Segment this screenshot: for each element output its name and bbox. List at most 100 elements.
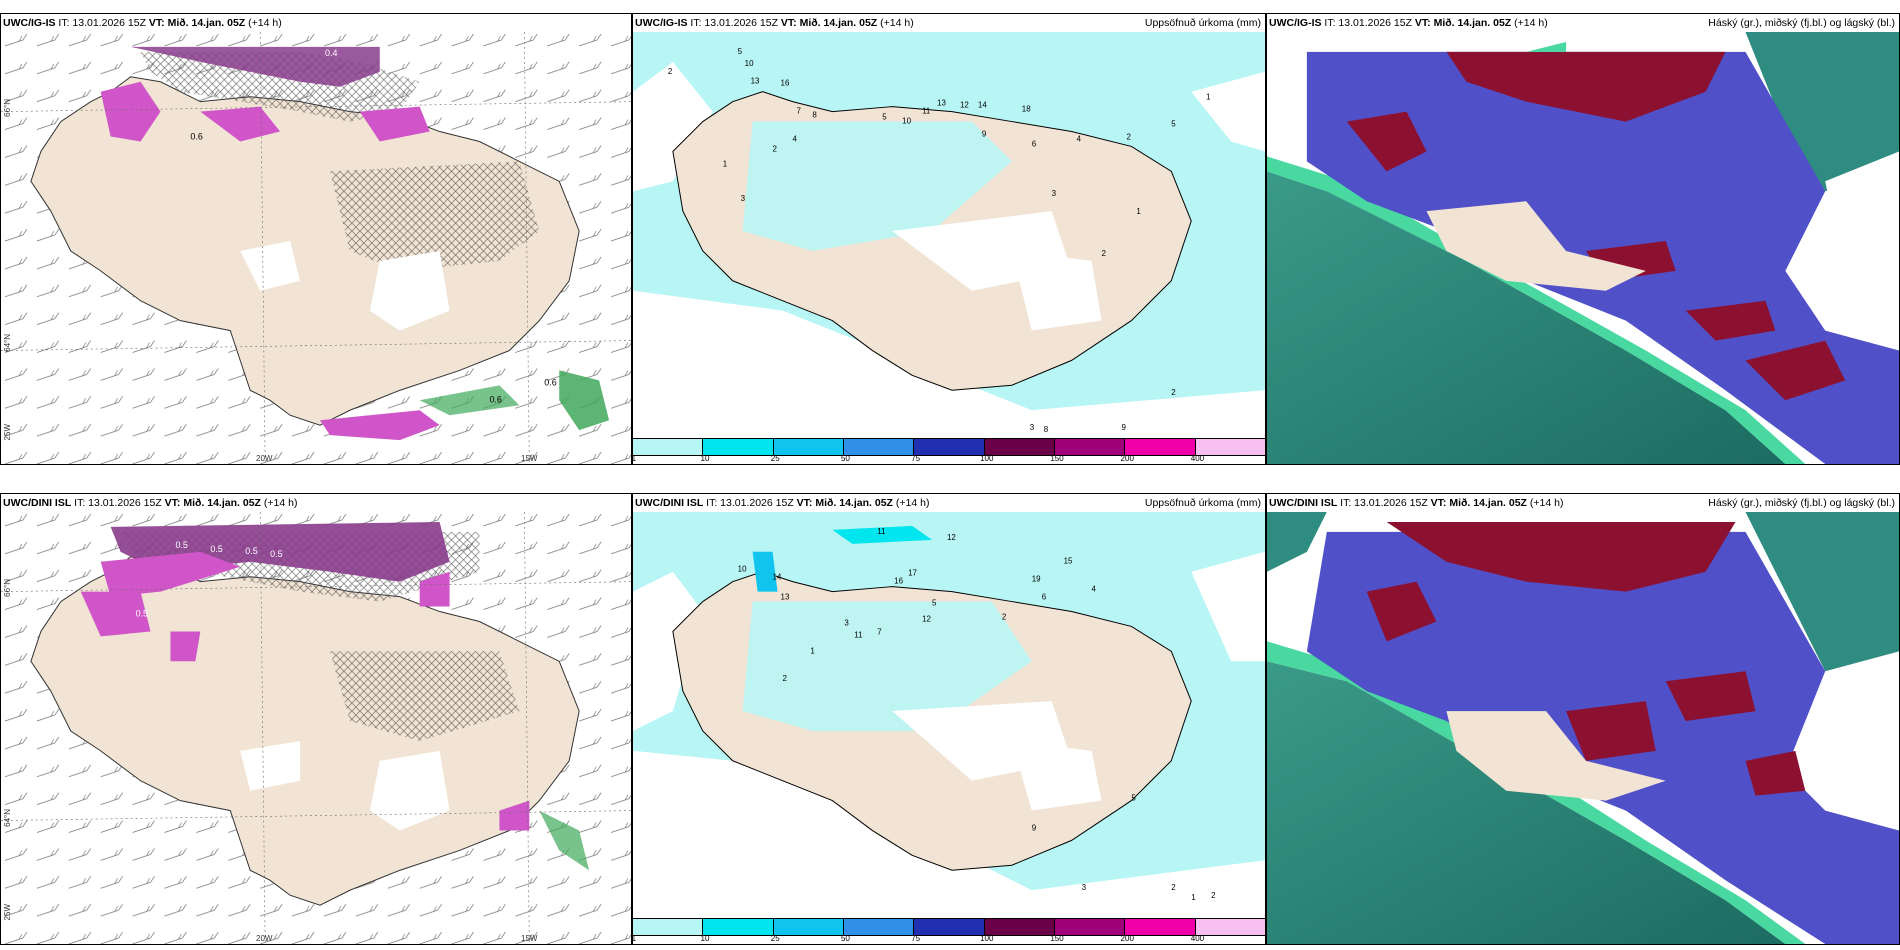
precip-value: 14 [773,573,782,582]
colorbar-swatch [1054,919,1126,935]
precip-value: 10 [738,565,747,574]
colorbar-swatch [984,439,1055,455]
colorbar-swatch [914,439,985,455]
precip-value: 4 [1092,585,1097,594]
precip-value: 18 [1022,105,1031,114]
precip-value: 17 [908,569,917,578]
colorbar-swatch [984,919,1055,935]
panel-bottom-middle: UWC/DINI ISL IT: 13.01.2026 15Z VT: Mið.… [632,493,1266,945]
precip-value: 5 [1131,794,1136,803]
precip-value: 10 [745,59,754,68]
lat-label: 66°N [3,99,12,117]
precip-value: 5 [1171,120,1176,129]
panel-header: UWC/IG-IS IT: 13.01.2026 15Z VT: Mið. 14… [1267,14,1899,32]
precip-value: 3 [741,194,746,203]
precip-value: 3 [1082,883,1087,892]
colorbar-swatch [1054,439,1126,455]
valid-time: VT: Mið. 14.jan. 05Z [1430,497,1527,509]
lead-time: (+14 h) [880,17,914,29]
precip-value: 2 [1002,612,1007,621]
valid-time: VT: Mið. 14.jan. 05Z [164,497,261,509]
cloud-title: Háský (gr.), miðský (fj.bl.) og lágský (… [1708,497,1895,509]
colorbar-swatch [1195,919,1265,935]
precip-value: 6 [1042,593,1047,602]
model-label: UWC/IG-IS [1269,17,1322,29]
precip-value: 11 [854,630,863,639]
precip-map: 11 12 10 14 13 16 17 19 15 6 5 4 2 3 1 7… [633,512,1265,916]
colorbar-label: 1 [632,934,637,943]
valid-time: VT: Mið. 14.jan. 05Z [796,497,893,509]
precip-value: 3 [1052,189,1057,198]
contour-label: 0.5 [245,546,257,556]
panel-header: UWC/DINI ISL IT: 13.01.2026 15Z VT: Mið.… [633,494,1265,512]
colorbar-label: 150 [1050,934,1064,943]
init-time: IT: 13.01.2026 15Z [1324,17,1412,29]
colorbar-label: 75 [911,934,921,943]
panel-header: UWC/IG-IS IT: 13.01.2026 15Z VT: Mið. 14… [633,14,1265,32]
lon-label: 20W [256,454,273,463]
lead-time: (+14 h) [263,497,298,509]
precip-value: 12 [922,614,931,623]
precip-value: 2 [1171,883,1176,892]
colorbar-swatch [773,919,844,935]
precip-value: 2 [773,144,778,153]
colorbar-label: 50 [840,454,850,463]
precip-value: 2 [1102,249,1107,258]
colorbar-label: 25 [770,454,780,463]
precip-value: 7 [796,107,801,116]
precip-value: 1 [1206,93,1211,102]
colorbar-label: 200 [1120,454,1134,463]
lon-label: 15W [521,454,538,463]
model-label: UWC/IG-IS [3,17,56,29]
colorbar-label: 150 [1050,454,1064,463]
precip-value: 5 [882,113,887,122]
precip-value: 11 [877,527,886,536]
colorbar-label: 10 [700,934,710,943]
colorbar-label: 100 [980,934,994,943]
precip-value: 2 [668,67,673,76]
panel-bottom-left: UWC/DINI ISL IT: 13.01.2026 15Z VT: Mið.… [0,493,632,945]
precip-value: 10 [902,117,911,126]
precip-value: 11 [1141,435,1150,436]
precip-value: 5 [932,599,937,608]
colorbar-swatch [843,439,915,455]
colorbar: 1 10 25 50 75 100 150 200 400 [633,916,1265,944]
precip-value: 16 [781,79,790,88]
precip-value: 13 [937,99,946,108]
precip-value: 2 [1171,388,1176,397]
cloud-map [1267,32,1899,464]
precip-value: 5 [738,47,743,56]
cloud-title: Háský (gr.), miðský (fj.bl.) og lágský (… [1708,17,1895,29]
precip-value: 11 [922,107,931,116]
panel-header: UWC/IG-IS IT: 13.01.2026 15Z VT: Mið. 14… [1,14,631,32]
colorbar-label: 25 [770,934,780,943]
precip-value: 14 [978,101,987,110]
panel-top-left: UWC/IG-IS IT: 13.01.2026 15Z VT: Mið. 14… [0,13,632,465]
colorbar-swatch [703,439,774,455]
colorbar-swatch [703,919,774,935]
precip-value: 13 [751,77,760,86]
precip-title: Uppsöfnuð úrkoma (mm) [1144,17,1261,29]
colorbar-label: 1 [632,454,637,463]
precip-value: 16 [894,577,903,586]
precip-value: 7 [877,627,882,636]
precip-value: 8 [1044,425,1049,434]
panel-top-right: UWC/IG-IS IT: 13.01.2026 15Z VT: Mið. 14… [1266,13,1900,465]
panel-header: UWC/DINI ISL IT: 13.01.2026 15Z VT: Mið.… [1267,494,1899,512]
lon-label: 15W [521,934,538,943]
init-time: IT: 13.01.2026 15Z [706,497,794,509]
precip-value: 2 [783,674,788,683]
model-label: UWC/DINI ISL [635,497,704,509]
lat-label: 66°N [3,579,12,597]
colorbar-swatch [773,439,844,455]
valid-time: VT: Mið. 14.jan. 05Z [780,17,878,29]
model-label: UWC/DINI ISL [1269,497,1338,509]
colorbar-swatch [1125,439,1196,455]
precip-value: 4 [792,134,797,143]
colorbar-swatch [914,919,985,935]
precip-value: 1 [1191,893,1196,902]
contour-label: 0.5 [136,609,148,619]
lon-label: 25W [3,904,12,921]
precip-type-map: 0.5 0.5 0.5 0.5 0.5 [1,512,631,944]
precip-value: 9 [1032,823,1037,832]
